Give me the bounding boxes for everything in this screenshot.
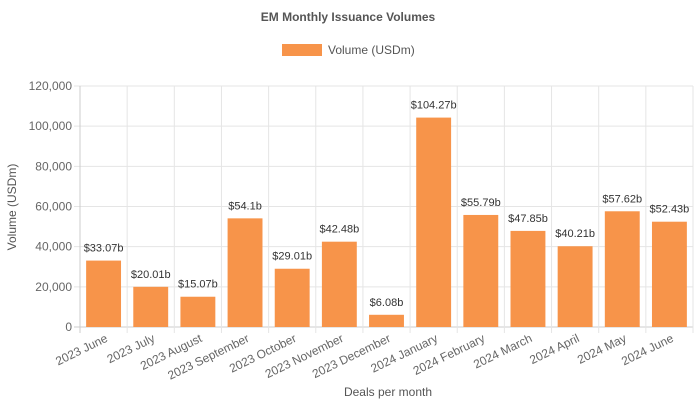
y-tick-label: 80,000 [35, 159, 72, 173]
legend-swatch [282, 44, 322, 56]
bars [86, 117, 687, 327]
bar-value-label: $40.21b [555, 228, 595, 240]
bar-value-label: $47.85b [508, 213, 548, 225]
bar[interactable] [416, 117, 452, 327]
bar[interactable] [133, 286, 169, 327]
y-tick-label: 100,000 [29, 119, 73, 133]
bar-value-label: $55.79b [461, 197, 501, 209]
bar[interactable] [463, 214, 499, 327]
x-tick-label: 2024 April [527, 331, 581, 367]
x-tick-label: 2023 June [53, 331, 110, 368]
bar[interactable] [369, 314, 404, 327]
y-tick-label: 0 [65, 320, 72, 334]
gridlines [74, 85, 694, 333]
bar[interactable] [274, 268, 310, 327]
x-tick-label: 2024 June [619, 331, 676, 368]
legend[interactable]: Volume (USDm) [282, 43, 415, 57]
bar[interactable] [321, 241, 357, 327]
bar[interactable] [227, 218, 263, 327]
y-axis-title: Volume (USDm) [5, 164, 19, 251]
bar[interactable] [557, 246, 593, 327]
bar[interactable] [180, 296, 216, 327]
y-tick-label: 20,000 [35, 280, 72, 294]
bar-value-label: $6.08b [370, 297, 404, 309]
legend-label: Volume (USDm) [328, 43, 415, 57]
bar-value-label: $104.27b [411, 100, 457, 112]
x-tick-label: 2024 May [575, 331, 629, 367]
bar-value-label: $15.07b [178, 279, 218, 291]
bar-value-label: $52.43b [650, 204, 690, 216]
bar[interactable] [86, 260, 122, 327]
bar-value-label: $29.01b [272, 251, 312, 263]
bar-value-label: $33.07b [84, 243, 124, 255]
y-tick-label: 40,000 [35, 240, 72, 254]
y-tick-label: 120,000 [29, 79, 73, 93]
bar[interactable] [604, 211, 640, 327]
bar-value-label: $54.1b [228, 200, 262, 212]
y-tick-label: 60,000 [35, 200, 72, 214]
bar-value-label: $57.62b [602, 193, 642, 205]
bar-value-label: $20.01b [131, 269, 171, 281]
chart-title: EM Monthly Issuance Volumes [261, 10, 436, 24]
y-axis-ticks: 0 20,000 40,000 60,000 80,000 100,000 120,000 [29, 79, 73, 334]
bar[interactable] [510, 230, 546, 327]
bar-value-label: $42.48b [319, 224, 359, 236]
bar[interactable] [651, 221, 687, 327]
bar-labels: $33.07b $20.01b $15.07b $54.1b $29.01b $42.48… [84, 100, 690, 309]
x-axis-title: Deals per month [344, 385, 432, 399]
